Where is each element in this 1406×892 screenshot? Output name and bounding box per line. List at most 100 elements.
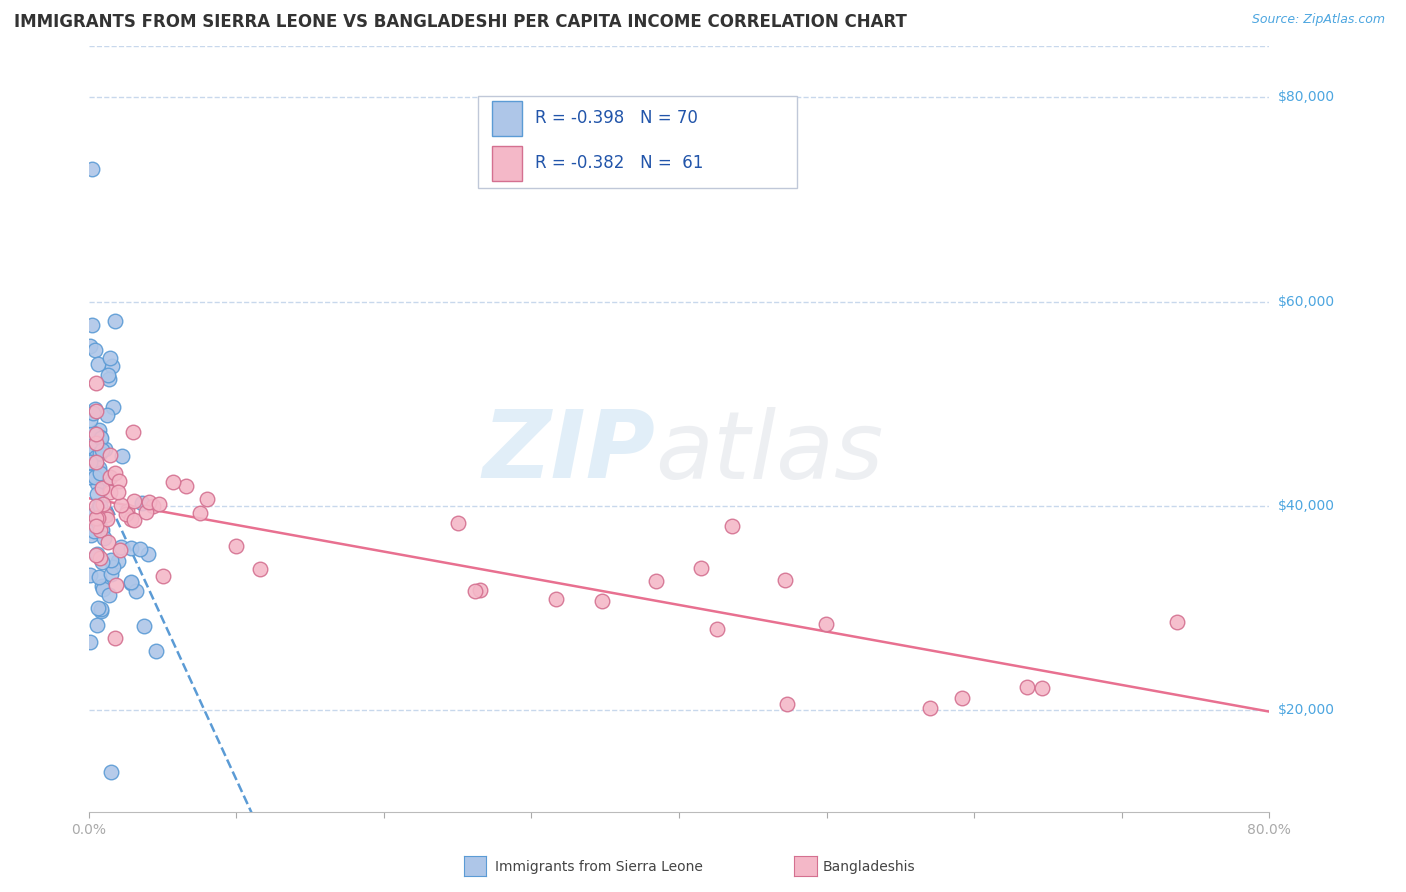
Point <box>100 359 122 374</box>
Point <box>79 339 101 353</box>
Point <box>90 443 112 458</box>
Point <box>86 486 108 500</box>
Point <box>82 426 104 441</box>
Point <box>1031 681 1053 696</box>
Point <box>87 461 110 475</box>
Point <box>96 408 118 422</box>
Point <box>84 436 107 450</box>
Point <box>98 351 121 366</box>
Point <box>82 440 104 454</box>
Point <box>98 485 121 500</box>
Point <box>1015 680 1038 694</box>
Point <box>100 567 122 582</box>
Point <box>1166 615 1188 629</box>
Point <box>142 500 165 514</box>
Point <box>87 515 110 529</box>
Point <box>79 413 101 427</box>
Point <box>94 508 117 522</box>
Point <box>89 466 111 480</box>
Point <box>84 519 107 533</box>
Point <box>470 583 492 598</box>
Point <box>86 450 108 464</box>
Point <box>138 494 160 508</box>
Point <box>84 500 107 514</box>
Point <box>152 568 174 582</box>
Text: R = -0.398   N = 70: R = -0.398 N = 70 <box>536 110 697 128</box>
Text: atlas: atlas <box>655 407 883 498</box>
Point <box>89 446 111 460</box>
Point <box>447 516 470 530</box>
Point <box>188 506 211 520</box>
Text: ZIP: ZIP <box>482 407 655 499</box>
Point <box>89 550 111 565</box>
Point <box>89 570 111 584</box>
Point <box>80 528 103 542</box>
Point <box>120 541 142 555</box>
Text: $60,000: $60,000 <box>1278 294 1334 309</box>
Point <box>84 402 107 417</box>
Point <box>120 576 142 591</box>
Point <box>108 542 131 557</box>
Point <box>83 508 105 522</box>
Point <box>114 507 136 521</box>
Point <box>90 555 112 569</box>
Point <box>97 372 120 386</box>
Point <box>105 578 128 592</box>
Point <box>91 582 114 597</box>
Point <box>82 318 104 332</box>
Point <box>122 425 145 439</box>
Point <box>79 635 101 649</box>
Point <box>94 442 117 456</box>
Point <box>107 554 129 568</box>
Point <box>690 561 713 575</box>
Point <box>107 485 129 500</box>
Point <box>84 427 107 442</box>
Bar <box>492 101 522 136</box>
Point <box>104 466 127 480</box>
Point <box>89 430 111 444</box>
Point <box>773 573 796 587</box>
Point <box>84 455 107 469</box>
Point <box>87 357 110 371</box>
Point <box>129 541 152 556</box>
Point <box>90 604 112 618</box>
Text: R = -0.382   N =  61: R = -0.382 N = 61 <box>536 154 703 172</box>
Point <box>83 524 105 538</box>
Point <box>90 602 112 616</box>
Point <box>90 523 112 537</box>
Point <box>110 541 132 555</box>
Point <box>145 644 167 658</box>
Point <box>249 562 271 576</box>
Point <box>87 601 110 615</box>
Point <box>110 498 132 512</box>
Point <box>132 618 155 632</box>
Point <box>97 472 120 486</box>
Point <box>101 560 124 574</box>
Point <box>131 496 153 510</box>
Point <box>195 491 218 506</box>
Point <box>89 499 111 513</box>
Point <box>104 631 127 645</box>
Point <box>125 584 148 599</box>
Point <box>84 548 107 562</box>
Point <box>82 406 104 420</box>
Point <box>93 508 115 523</box>
Point <box>90 481 112 495</box>
Point <box>96 512 118 526</box>
Point <box>97 535 120 549</box>
Point <box>720 519 742 533</box>
Point <box>91 497 114 511</box>
Point <box>815 616 838 631</box>
Point <box>79 470 101 484</box>
Bar <box>492 146 522 180</box>
Point <box>87 510 110 524</box>
Text: $40,000: $40,000 <box>1278 499 1334 513</box>
Point <box>100 553 122 567</box>
Text: Immigrants from Sierra Leone: Immigrants from Sierra Leone <box>495 860 703 874</box>
Point <box>79 568 101 582</box>
Point <box>120 574 142 589</box>
Point <box>84 511 107 525</box>
Point <box>90 431 112 445</box>
Point <box>83 343 105 357</box>
Point <box>79 454 101 468</box>
